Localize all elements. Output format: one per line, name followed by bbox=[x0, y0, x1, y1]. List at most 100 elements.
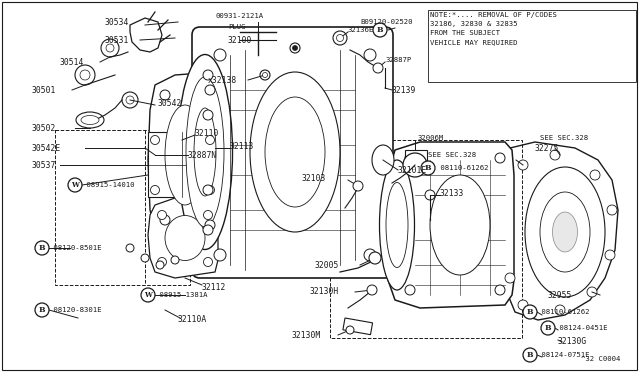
Circle shape bbox=[405, 285, 415, 295]
Bar bbox=[405, 150, 427, 166]
Circle shape bbox=[205, 220, 215, 230]
Text: B: B bbox=[39, 244, 45, 252]
Circle shape bbox=[505, 273, 515, 283]
Ellipse shape bbox=[81, 115, 99, 125]
Text: 08120-8301E: 08120-8301E bbox=[49, 307, 102, 313]
Circle shape bbox=[364, 49, 376, 61]
Circle shape bbox=[550, 150, 560, 160]
Circle shape bbox=[373, 23, 387, 37]
Text: 32133: 32133 bbox=[440, 189, 465, 198]
Text: NOTE:*.... REMOVAL OF P/CODES
32186, 32830 & 32835
FROM THE SUBJECT
VEHICLE MAY : NOTE:*.... REMOVAL OF P/CODES 32186, 328… bbox=[430, 12, 557, 45]
Polygon shape bbox=[385, 142, 514, 308]
Circle shape bbox=[607, 205, 617, 215]
Circle shape bbox=[122, 92, 138, 108]
Text: 30502: 30502 bbox=[32, 124, 56, 132]
Text: 32103: 32103 bbox=[302, 173, 326, 183]
Circle shape bbox=[555, 305, 565, 315]
Ellipse shape bbox=[165, 105, 205, 205]
Circle shape bbox=[203, 225, 213, 235]
Text: B: B bbox=[545, 324, 551, 332]
Text: 08915-14010: 08915-14010 bbox=[82, 182, 134, 188]
Text: 30501: 30501 bbox=[32, 86, 56, 94]
Text: 32130M: 32130M bbox=[292, 330, 321, 340]
FancyBboxPatch shape bbox=[192, 27, 393, 278]
Text: 32955: 32955 bbox=[548, 291, 572, 299]
Circle shape bbox=[141, 254, 149, 262]
Ellipse shape bbox=[265, 97, 325, 207]
Circle shape bbox=[156, 261, 164, 269]
Text: B09120-02520: B09120-02520 bbox=[360, 19, 413, 25]
Ellipse shape bbox=[552, 212, 577, 252]
Circle shape bbox=[587, 287, 597, 297]
Text: W: W bbox=[144, 291, 152, 299]
Ellipse shape bbox=[186, 77, 224, 227]
Ellipse shape bbox=[386, 183, 408, 267]
Circle shape bbox=[203, 70, 213, 80]
Ellipse shape bbox=[250, 72, 340, 232]
Text: 30514: 30514 bbox=[60, 58, 84, 67]
Circle shape bbox=[495, 285, 505, 295]
Circle shape bbox=[35, 303, 49, 317]
Circle shape bbox=[373, 63, 383, 73]
Circle shape bbox=[68, 178, 82, 192]
Polygon shape bbox=[148, 198, 218, 278]
Text: 32110: 32110 bbox=[195, 128, 220, 138]
Text: 08110-61262: 08110-61262 bbox=[436, 165, 488, 171]
Circle shape bbox=[518, 300, 528, 310]
Ellipse shape bbox=[430, 175, 490, 275]
Text: 08120-8501E: 08120-8501E bbox=[49, 245, 102, 251]
Text: 32887N: 32887N bbox=[188, 151, 217, 160]
Text: 08124-0751E: 08124-0751E bbox=[537, 352, 589, 358]
Circle shape bbox=[262, 73, 268, 77]
Bar bbox=[330, 140, 522, 338]
Polygon shape bbox=[130, 18, 162, 52]
Circle shape bbox=[150, 135, 159, 144]
Bar bbox=[55, 130, 190, 285]
Circle shape bbox=[205, 85, 215, 95]
Ellipse shape bbox=[372, 145, 394, 175]
Circle shape bbox=[203, 110, 213, 120]
Text: B: B bbox=[527, 351, 533, 359]
Text: 32136E: 32136E bbox=[348, 27, 374, 33]
Circle shape bbox=[204, 211, 212, 219]
Bar bbox=[148, 132, 216, 197]
Text: 32113: 32113 bbox=[230, 141, 254, 151]
Circle shape bbox=[605, 250, 615, 260]
Ellipse shape bbox=[540, 192, 590, 272]
Circle shape bbox=[75, 65, 95, 85]
Circle shape bbox=[141, 288, 155, 302]
Circle shape bbox=[260, 70, 270, 80]
Circle shape bbox=[150, 186, 159, 195]
Text: 32887P: 32887P bbox=[386, 57, 412, 63]
Circle shape bbox=[364, 249, 376, 261]
Circle shape bbox=[205, 186, 214, 195]
Circle shape bbox=[157, 211, 166, 219]
Circle shape bbox=[353, 181, 363, 191]
Circle shape bbox=[157, 257, 166, 266]
Circle shape bbox=[126, 244, 134, 252]
Polygon shape bbox=[148, 72, 220, 240]
Text: ^32 C0004: ^32 C0004 bbox=[580, 356, 620, 362]
Text: PLUG: PLUG bbox=[228, 24, 246, 30]
Text: 32139: 32139 bbox=[392, 86, 417, 94]
Circle shape bbox=[367, 285, 377, 295]
Circle shape bbox=[106, 44, 114, 52]
Circle shape bbox=[214, 249, 226, 261]
Text: 30537: 30537 bbox=[32, 160, 56, 170]
Circle shape bbox=[160, 90, 170, 100]
Text: 30542: 30542 bbox=[158, 99, 182, 108]
Circle shape bbox=[205, 135, 214, 144]
Circle shape bbox=[523, 305, 537, 319]
Ellipse shape bbox=[76, 112, 104, 128]
Text: 30534: 30534 bbox=[105, 17, 129, 26]
Ellipse shape bbox=[177, 55, 232, 250]
Text: 30542E: 30542E bbox=[32, 144, 61, 153]
Circle shape bbox=[290, 43, 300, 53]
Text: 32130G: 32130G bbox=[558, 337, 588, 346]
Text: 32275: 32275 bbox=[535, 144, 559, 153]
Text: 32005: 32005 bbox=[315, 260, 339, 269]
Circle shape bbox=[421, 161, 435, 175]
Text: x32138: x32138 bbox=[208, 76, 237, 84]
Polygon shape bbox=[505, 142, 618, 320]
Text: 32101E: 32101E bbox=[398, 166, 428, 174]
